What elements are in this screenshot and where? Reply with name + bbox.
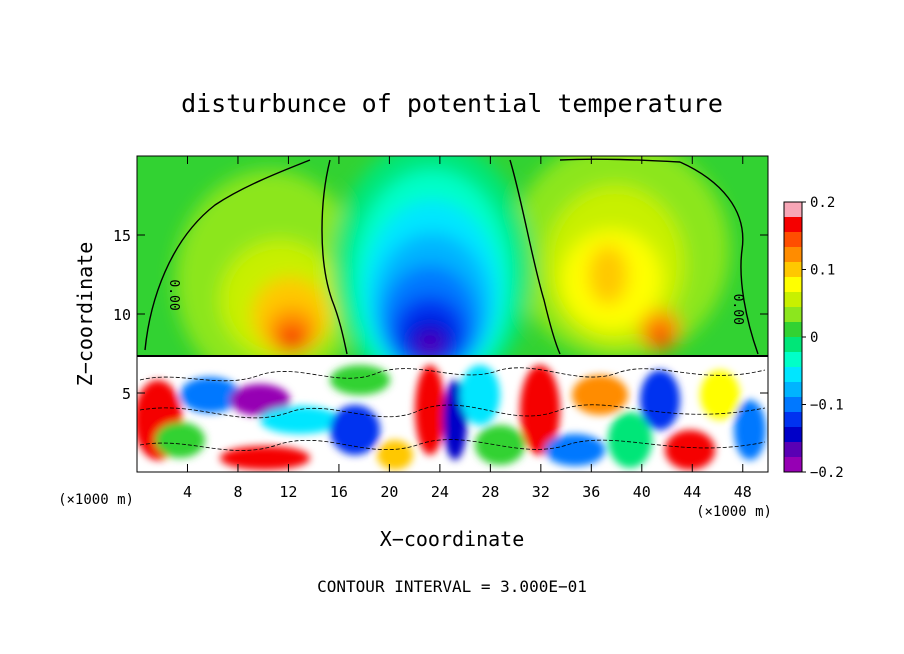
colorbar-swatch [784, 277, 802, 293]
x-tick-label: 40 [633, 483, 651, 501]
colorbar-swatch [784, 442, 802, 458]
x-tick-label: 32 [532, 483, 550, 501]
colorbar-swatch [784, 397, 802, 413]
y-tick-label: 15 [113, 227, 131, 245]
colorbar-tick-label: −0.1 [810, 398, 844, 414]
y-tick-label: 5 [122, 385, 131, 403]
colorbar-swatch [784, 247, 802, 263]
y-axis-label: Z−coordinate [73, 242, 97, 387]
colorbar-tick-label: 0.1 [810, 263, 835, 279]
contour-labels: 0.00 0.00 [166, 279, 745, 325]
x-tick-label: 44 [683, 483, 701, 501]
x-unit-left: (×1000 m) [58, 492, 134, 508]
colorbar-ticks: 0.2 0.1 0 −0.1 −0.2 [802, 195, 844, 481]
colorbar-swatch [784, 217, 802, 233]
colorbar-tick-label: 0 [810, 330, 818, 346]
x-unit-right: (×1000 m) [696, 504, 772, 520]
x-tick-label: 8 [233, 483, 242, 501]
contour-label: 0.00 [166, 279, 181, 310]
colorbar-swatch [784, 427, 802, 443]
contour-interval-footer: CONTOUR INTERVAL = 3.000E−01 [317, 577, 587, 596]
x-tick-label: 48 [734, 483, 752, 501]
colorbar-swatch [784, 367, 802, 383]
colorbar-swatch [784, 382, 802, 398]
x-axis-ticks: 4 8 12 16 20 24 28 32 36 40 44 48 [183, 156, 752, 501]
colorbar-swatch [784, 337, 802, 353]
chart-title: disturbunce of potential temperature [181, 89, 723, 118]
colorbar-swatch [784, 322, 802, 338]
colorbar-swatch [784, 412, 802, 428]
colorbar-swatch [784, 307, 802, 323]
x-tick-label: 24 [431, 483, 449, 501]
x-tick-label: 16 [330, 483, 348, 501]
colorbar [783, 201, 803, 473]
colorbar-swatch [784, 352, 802, 368]
x-tick-label: 36 [582, 483, 600, 501]
x-tick-label: 28 [481, 483, 499, 501]
colorbar-swatch [784, 292, 802, 308]
colorbar-tick-label: 0.2 [810, 195, 835, 211]
colorbar-swatch [784, 457, 802, 473]
x-axis-label: X−coordinate [380, 527, 525, 551]
colorbar-tick-label: −0.2 [810, 465, 844, 481]
y-axis-ticks: 5 10 15 [113, 227, 768, 403]
upper-field [175, 156, 730, 400]
colorbar-swatch [784, 202, 802, 218]
x-tick-label: 4 [183, 483, 192, 501]
lower-field [137, 356, 768, 472]
x-tick-label: 12 [279, 483, 297, 501]
contour-label: 0.00 [730, 294, 745, 325]
x-tick-label: 20 [380, 483, 398, 501]
colorbar-swatch [784, 232, 802, 248]
plot-area [137, 156, 768, 472]
zero-contours [144, 158, 759, 355]
colorbar-swatch [784, 262, 802, 278]
y-tick-label: 10 [113, 306, 131, 324]
